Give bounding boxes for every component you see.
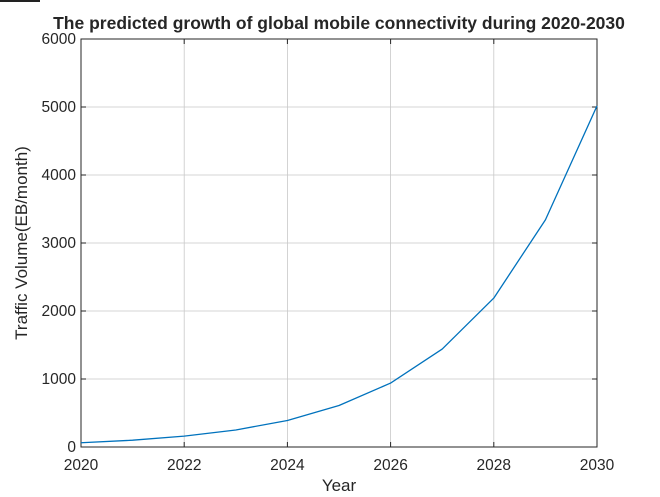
x-tick-label: 2022: [167, 457, 201, 474]
tick-labels: 2020 2022 2024 2026 2028 2030 0 1000 2000 3000 400…: [42, 31, 615, 474]
y-tick-label: 2000: [42, 303, 77, 320]
y-tick-label: 4000: [42, 167, 77, 184]
x-tick-label: 2030: [580, 457, 615, 474]
top-left-border-fragment: [0, 0, 40, 2]
x-tick-label: 2026: [373, 457, 407, 474]
y-tick-label: 0: [67, 439, 76, 456]
grid-lines: [81, 39, 597, 447]
data-series: [80, 105, 598, 444]
y-tick-label: 6000: [42, 31, 77, 48]
axes: [80, 38, 598, 448]
x-tick-label: 2028: [477, 457, 511, 474]
y-tick-label: 1000: [42, 371, 77, 388]
x-tick-label: 2024: [270, 457, 305, 474]
y-tick-label: 5000: [42, 99, 77, 116]
x-tick-label: 2020: [64, 457, 99, 474]
x-axis-label: Year: [322, 476, 357, 495]
y-tick-label: 3000: [42, 235, 77, 252]
chart-title: The predicted growth of global mobile co…: [53, 13, 625, 33]
y-axis-label: Traffic Volume(EB/month): [12, 146, 31, 340]
series-line: [80, 105, 598, 444]
